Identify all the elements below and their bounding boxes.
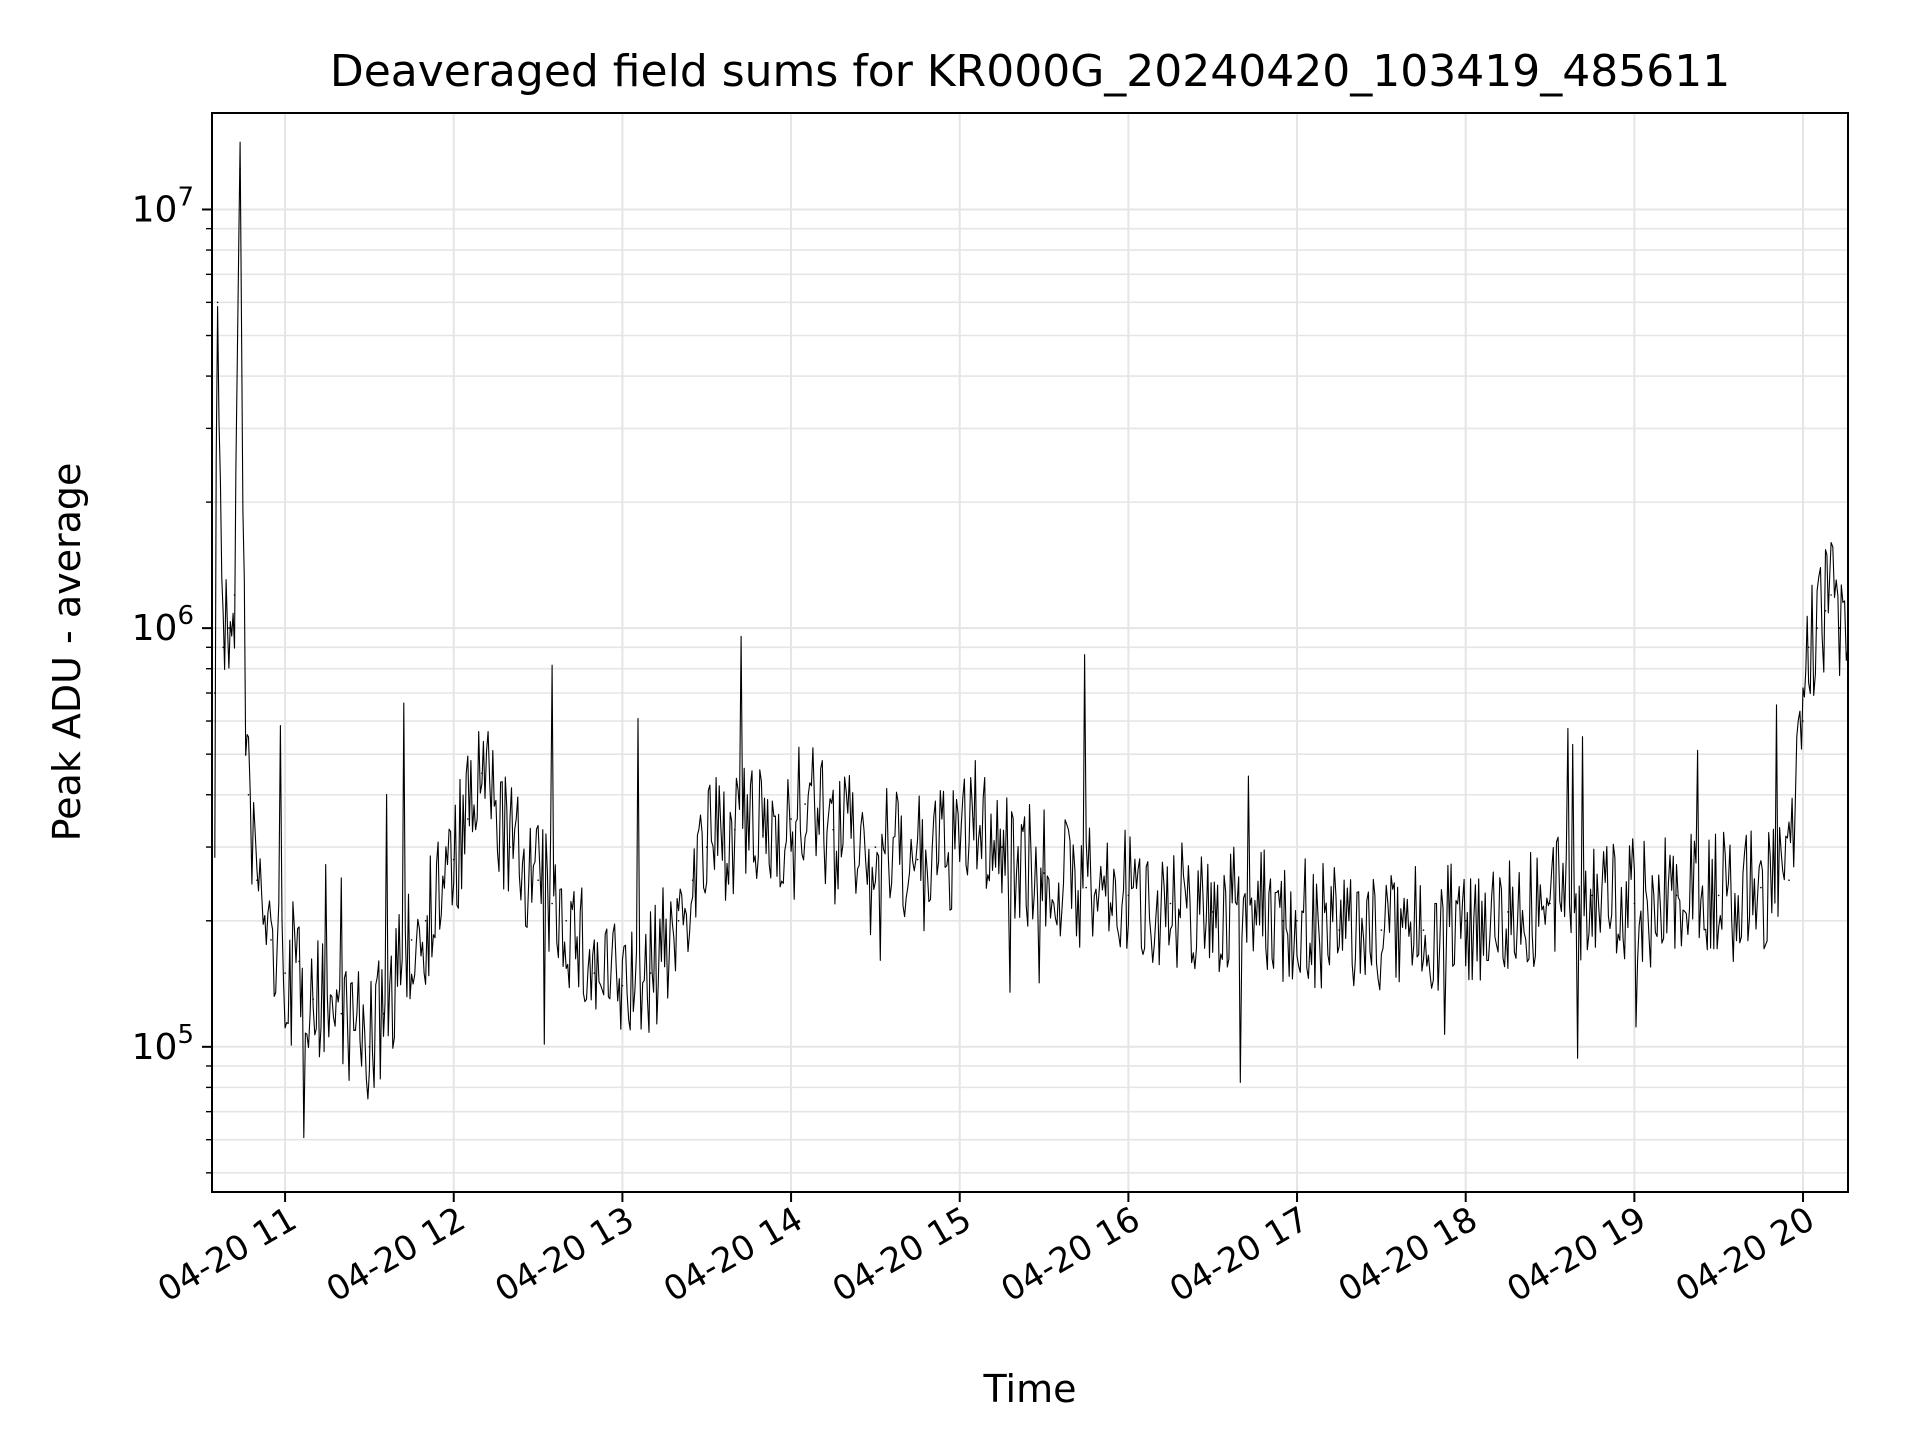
data-point [1338,929,1340,931]
data-point [368,1046,371,1048]
data-point [1549,902,1551,905]
y-axis-label: Peak ADU - average [45,463,89,842]
data-point [804,803,806,805]
data-point [874,846,877,848]
data-point [677,920,680,922]
data-point [452,858,455,861]
data-point [593,972,596,974]
data-point [762,834,764,837]
data-point [1127,894,1130,897]
data-point [790,818,792,820]
y-tick-label: 107 [132,182,194,230]
data-point [1043,872,1045,874]
data-point [340,1012,343,1015]
data-point [832,828,834,831]
y-tick-label: 106 [132,601,194,649]
data-point [1211,911,1214,913]
data-point [214,692,216,694]
data-point [973,818,975,820]
data-point [396,972,399,974]
plot-frame [211,112,1849,1193]
data-point [270,939,272,941]
data-point [509,846,511,848]
y-tick-label: 105 [132,1020,194,1068]
data-point [565,920,567,922]
data-point [691,879,694,881]
data-point [649,972,652,974]
data-point [1802,720,1804,722]
data-point [410,939,413,941]
data-point [1675,894,1678,897]
data-point [216,301,219,304]
data-point [481,772,483,775]
data-point [537,879,539,881]
data-layer [214,141,1849,1139]
data-point [551,902,553,905]
data-point [1282,920,1284,922]
data-point [1830,594,1832,596]
data-point [1838,627,1841,629]
data-point [1254,911,1256,913]
data-point [1633,902,1636,905]
data-point [424,920,427,922]
data-point [916,858,919,861]
data-point [1296,920,1298,922]
data-point [1169,902,1172,905]
data-point [228,627,230,629]
data-point [1085,886,1087,889]
chart-title: Deaveraged field sums for KR000G_2024042… [330,46,1730,97]
data-point [1001,846,1003,848]
data-point [1422,929,1425,931]
data-point [467,818,469,820]
data-point [1380,929,1383,931]
data-point [1507,911,1509,913]
data-point [244,753,247,755]
data-point [382,1012,385,1015]
data-point [1816,627,1818,629]
data-point [958,846,961,848]
series-line [214,141,1849,1139]
data-point [233,594,236,596]
data-point [1464,920,1467,922]
data-point [284,972,286,974]
data-point [222,646,224,649]
data-point [1591,894,1593,897]
data-point [298,960,300,963]
data-point [247,794,250,796]
data-point [1788,879,1790,881]
data-point [734,828,736,831]
data-point [312,998,315,1000]
data-point [705,846,708,848]
data-point [1717,894,1720,897]
x-axis-label: Time [983,1367,1077,1411]
data-point [1807,646,1810,649]
data-point [354,1028,357,1031]
data-point [239,168,241,170]
data-point [1760,886,1762,889]
data-point [256,879,258,881]
data-point [1824,610,1827,612]
data-point [621,984,624,987]
